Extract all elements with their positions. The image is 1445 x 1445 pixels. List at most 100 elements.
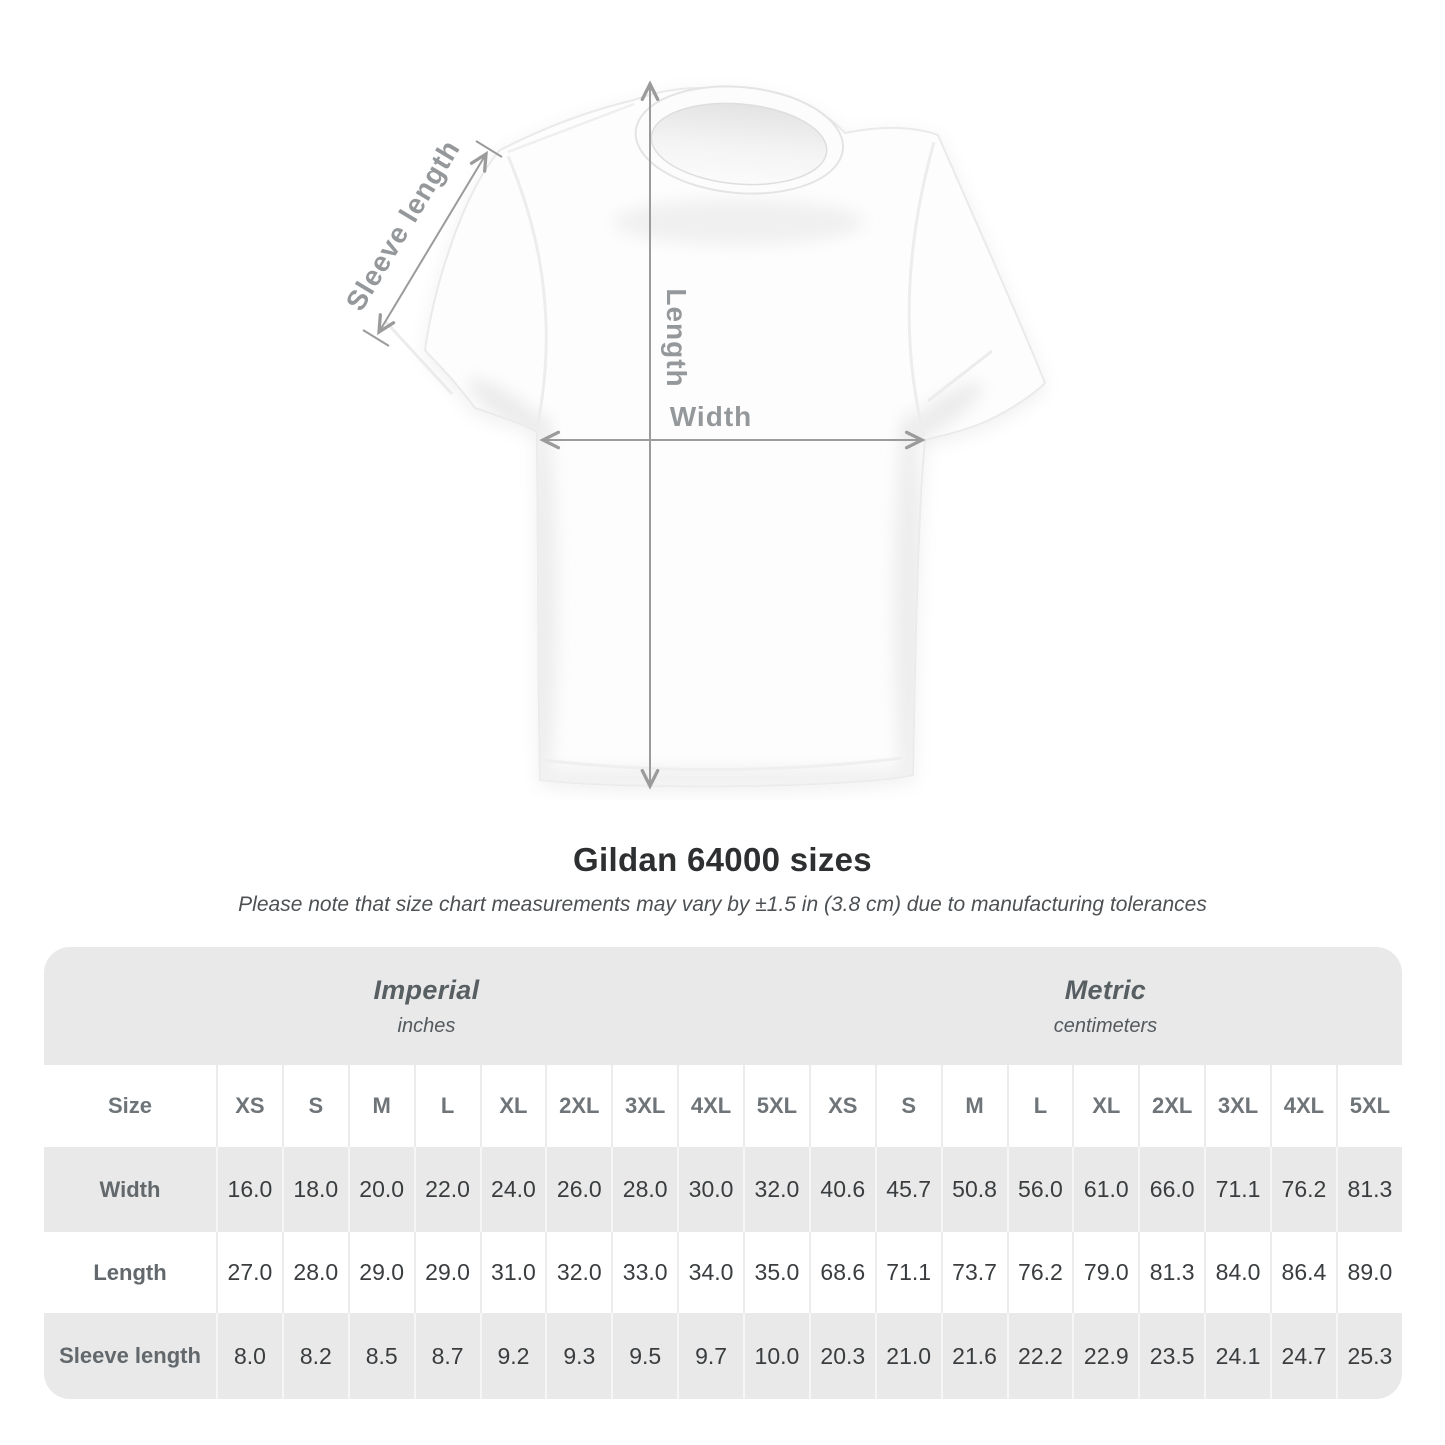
size-cell: L: [413, 1065, 480, 1147]
value-cell: 50.8: [940, 1147, 1007, 1232]
length-label: Length: [661, 288, 692, 387]
row-label: Width: [99, 1176, 161, 1202]
hem-seam: [541, 756, 903, 772]
value-cell: 34.0: [677, 1232, 743, 1313]
size-cell: 3XL: [611, 1065, 677, 1147]
sleeve-length-arrow: [379, 154, 486, 332]
imperial-label: Imperial: [373, 974, 480, 1005]
value-cell: 40.6: [808, 1147, 875, 1232]
value-cell: 29.0: [413, 1232, 480, 1313]
unit-header-metric: Metric centimeters: [809, 947, 1402, 1065]
size-cell: 2XL: [1138, 1065, 1204, 1147]
value-cell: 8.0: [216, 1313, 282, 1399]
left-shoulder-seam: [507, 102, 635, 154]
right-cuff-seam: [927, 349, 993, 403]
value-cell: 22.9: [1072, 1313, 1138, 1399]
size-cell: S: [281, 1065, 348, 1147]
value-cell: 27.0: [216, 1232, 282, 1313]
value-cell: 81.3: [1138, 1232, 1204, 1313]
sleeve-arrow-tick-bottom: [362, 329, 390, 347]
value-cell: 20.0: [347, 1147, 414, 1232]
value-cell: 76.2: [1006, 1232, 1073, 1313]
value-cell: 21.0: [874, 1313, 941, 1399]
value-cell: 22.0: [413, 1147, 480, 1232]
value-cell: 45.7: [874, 1147, 941, 1232]
sleeve-length-row: Sleeve length 8.0 8.2 8.5 8.7 9.2 9.3 9.…: [44, 1313, 1402, 1399]
value-cell: 8.5: [347, 1313, 414, 1399]
value-cell: 35.0: [743, 1232, 809, 1313]
size-cell: L: [1006, 1065, 1073, 1147]
value-cell: 86.4: [1270, 1232, 1336, 1313]
size-cell: XL: [479, 1065, 546, 1147]
size-header-row: Size XS S M L XL 2XL 3XL 4XL 5XL XS S M …: [44, 1065, 1402, 1147]
size-cell: 5XL: [743, 1065, 809, 1147]
length-row: Length 27.0 28.0 29.0 29.0 31.0 32.0 33.…: [44, 1232, 1402, 1313]
value-cell: 31.0: [479, 1232, 546, 1313]
page-subtitle: Please note that size chart measurements…: [238, 893, 1207, 916]
value-cell: 8.7: [413, 1313, 480, 1399]
value-cell: 8.2: [281, 1313, 348, 1399]
value-cell: 79.0: [1072, 1232, 1138, 1313]
value-cell: 73.7: [940, 1232, 1007, 1313]
value-cell: 28.0: [611, 1147, 677, 1232]
value-cell: 30.0: [677, 1147, 743, 1232]
page-title: Gildan 64000 sizes: [573, 841, 872, 878]
value-cell: 18.0: [281, 1147, 348, 1232]
units-row: Imperial inches Metric centimeters: [44, 947, 1402, 1065]
unit-header-imperial: Imperial inches: [44, 947, 809, 1065]
row-label: Length: [93, 1259, 167, 1285]
metric-label: Metric: [1064, 974, 1147, 1005]
value-cell: 71.1: [874, 1232, 941, 1313]
size-cell: 4XL: [1270, 1065, 1336, 1147]
value-cell: 68.6: [808, 1232, 875, 1313]
collar: [634, 85, 845, 195]
value-cell: 26.0: [545, 1147, 611, 1232]
width-row: Width 16.0 18.0 20.0 22.0 24.0 26.0 28.0…: [44, 1147, 1402, 1232]
value-cell: 32.0: [743, 1147, 809, 1232]
size-cell: 4XL: [677, 1065, 743, 1147]
size-cell: M: [347, 1065, 414, 1147]
value-cell: 10.0: [743, 1313, 809, 1399]
tshirt-measurement-diagram: Width Length Sleeve length: [340, 60, 1047, 800]
row-label: Sleeve length: [59, 1343, 201, 1368]
value-cell: 71.1: [1204, 1147, 1270, 1232]
value-cell: 9.7: [677, 1313, 743, 1399]
value-cell: 32.0: [545, 1232, 611, 1313]
value-cell: 9.3: [545, 1313, 611, 1399]
value-cell: 76.2: [1270, 1147, 1336, 1232]
size-chart-table: Imperial inches Metric centimeters Size …: [44, 947, 1402, 1399]
size-cell: XL: [1072, 1065, 1138, 1147]
width-label: Width: [670, 401, 753, 432]
size-cell: 5XL: [1335, 1065, 1402, 1147]
dimension-annotations: [362, 84, 922, 786]
value-cell: 9.5: [611, 1313, 677, 1399]
value-cell: 89.0: [1335, 1232, 1402, 1313]
value-cell: 61.0: [1072, 1147, 1138, 1232]
value-cell: 24.7: [1270, 1313, 1336, 1399]
value-cell: 25.3: [1335, 1313, 1402, 1399]
value-cell: 24.0: [479, 1147, 546, 1232]
value-cell: 66.0: [1138, 1147, 1204, 1232]
size-cell: XS: [808, 1065, 875, 1147]
value-cell: 81.3: [1335, 1147, 1402, 1232]
value-cell: 28.0: [281, 1232, 348, 1313]
value-cell: 16.0: [216, 1147, 282, 1232]
value-cell: 23.5: [1138, 1313, 1204, 1399]
imperial-sublabel: inches: [397, 1014, 456, 1037]
value-cell: 24.1: [1204, 1313, 1270, 1399]
value-cell: 21.6: [940, 1313, 1007, 1399]
value-cell: 56.0: [1006, 1147, 1073, 1232]
value-cell: 33.0: [611, 1232, 677, 1313]
value-cell: 84.0: [1204, 1232, 1270, 1313]
size-cell: XS: [216, 1065, 282, 1147]
size-cell: S: [874, 1065, 941, 1147]
left-armhole-seam: [506, 155, 548, 429]
size-header-label: Size: [107, 1093, 153, 1118]
value-cell: 9.2: [479, 1313, 546, 1399]
size-cell: 3XL: [1204, 1065, 1270, 1147]
value-cell: 20.3: [808, 1313, 875, 1399]
right-armhole-seam: [907, 141, 936, 437]
value-cell: 29.0: [347, 1232, 414, 1313]
size-cell: M: [940, 1065, 1007, 1147]
value-cell: 22.2: [1006, 1313, 1073, 1399]
